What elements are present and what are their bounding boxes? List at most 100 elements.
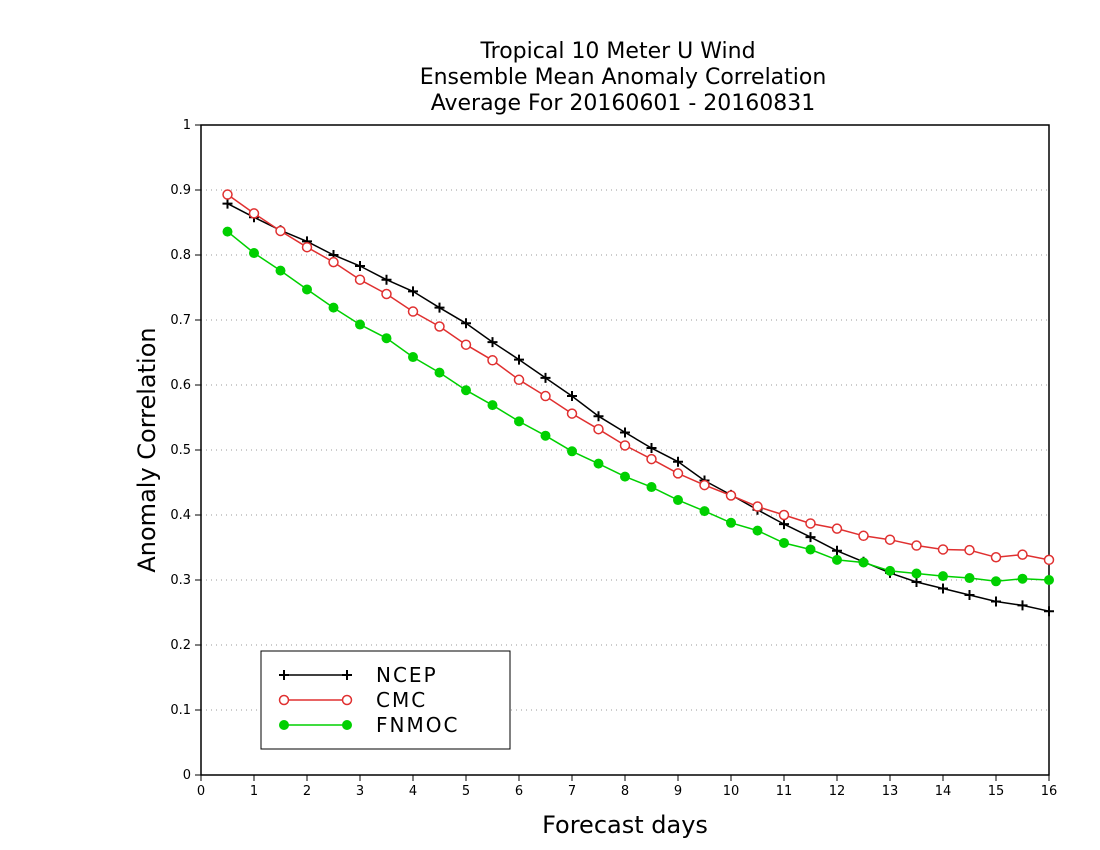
data-point-ncep xyxy=(620,427,630,438)
data-point-fnmoc xyxy=(434,367,445,378)
legend-entry-fnmoc: FNMOC xyxy=(279,713,459,737)
data-point-cmc xyxy=(884,534,896,545)
x-tick-label: 1 xyxy=(250,784,258,799)
legend-marker-cmc xyxy=(278,694,290,706)
data-point-cmc xyxy=(566,408,578,419)
data-point-fnmoc xyxy=(514,416,524,427)
data-point-cmc xyxy=(990,552,1002,563)
chart-title: Tropical 10 Meter U Wind Ensemble Mean A… xyxy=(420,39,827,116)
legend-label-cmc: CMC xyxy=(376,688,427,712)
data-point-fnmoc xyxy=(249,248,259,259)
data-point-fnmoc xyxy=(699,506,710,517)
data-point-cmc xyxy=(778,509,790,521)
y-tick-label: 0.1 xyxy=(170,703,191,718)
y-tick-label: 0.5 xyxy=(170,443,191,458)
data-point-cmc xyxy=(487,355,498,366)
data-point-fnmoc xyxy=(408,352,418,363)
data-point-fnmoc xyxy=(885,565,895,576)
y-axis-label: Anomaly Correlation xyxy=(133,327,161,572)
series-cmc xyxy=(222,189,1055,566)
data-point-fnmoc xyxy=(567,446,577,457)
data-point-ncep xyxy=(355,261,365,272)
data-point-cmc xyxy=(858,530,869,542)
x-tick-label: 4 xyxy=(409,784,417,799)
data-point-fnmoc xyxy=(991,576,1001,587)
x-tick-label: 11 xyxy=(776,784,793,799)
data-point-cmc xyxy=(301,241,313,253)
legend-marker-cmc xyxy=(341,694,353,706)
x-tick-label: 16 xyxy=(1041,784,1058,799)
title-line-1: Tropical 10 Meter U Wind xyxy=(479,39,755,64)
data-point-fnmoc xyxy=(964,573,975,584)
data-point-ncep xyxy=(938,583,948,594)
data-point-fnmoc xyxy=(858,557,869,568)
title-line-3: Average For 20160601 - 20160831 xyxy=(431,91,816,116)
data-point-ncep xyxy=(779,519,789,530)
series-fnmoc xyxy=(222,226,1054,587)
x-tick-label: 15 xyxy=(988,784,1005,799)
data-point-cmc xyxy=(222,189,233,200)
x-tick-label: 8 xyxy=(621,784,629,799)
x-axis-label: Forecast days xyxy=(542,811,708,839)
data-point-ncep xyxy=(434,302,445,313)
y-tick-label: 0.7 xyxy=(170,313,191,328)
x-tick-label: 0 xyxy=(197,784,205,799)
data-point-fnmoc xyxy=(302,284,312,295)
data-point-ncep xyxy=(832,545,842,556)
data-point-ncep xyxy=(1017,600,1028,611)
data-point-ncep xyxy=(673,456,683,467)
data-point-ncep xyxy=(381,274,392,285)
y-tick-label: 0.3 xyxy=(170,573,191,588)
data-point-fnmoc xyxy=(779,537,789,548)
data-point-fnmoc xyxy=(726,517,736,528)
x-tick-label: 3 xyxy=(356,784,364,799)
data-point-cmc xyxy=(911,540,922,551)
data-point-cmc xyxy=(646,453,657,465)
x-tick-label: 7 xyxy=(568,784,576,799)
data-point-ncep xyxy=(991,596,1001,607)
data-point-cmc xyxy=(540,390,551,402)
data-point-fnmoc xyxy=(911,568,922,579)
x-tick-label: 13 xyxy=(882,784,899,799)
data-point-fnmoc xyxy=(832,554,842,565)
x-tick-label: 10 xyxy=(723,784,740,799)
data-point-cmc xyxy=(593,423,604,435)
data-point-ncep xyxy=(964,589,975,600)
data-point-cmc xyxy=(275,225,286,237)
data-point-cmc xyxy=(937,544,949,555)
data-point-cmc xyxy=(1043,554,1055,566)
x-tick-label: 6 xyxy=(515,784,523,799)
data-point-cmc xyxy=(619,440,631,451)
data-point-fnmoc xyxy=(381,333,392,344)
data-point-ncep xyxy=(1044,606,1054,617)
axes: 00.10.20.30.40.50.60.70.80.910 1 2 3 4 5 6 7 8 9 1… xyxy=(170,118,1057,799)
x-tick-label: 14 xyxy=(935,784,952,799)
data-point-fnmoc xyxy=(805,544,816,555)
data-point-ncep xyxy=(408,286,418,297)
data-point-ncep xyxy=(222,198,233,209)
data-point-ncep xyxy=(805,532,816,543)
data-point-cmc xyxy=(1017,549,1028,560)
legend-marker-ncep xyxy=(279,670,289,680)
data-point-cmc xyxy=(752,501,763,512)
y-tick-label: 0.6 xyxy=(170,378,191,393)
series-line-cmc xyxy=(227,193,1050,561)
data-point-cmc xyxy=(407,306,419,317)
data-point-fnmoc xyxy=(938,571,948,582)
data-point-fnmoc xyxy=(328,302,339,313)
data-point-cmc xyxy=(831,523,843,534)
data-point-fnmoc xyxy=(275,265,286,276)
legend-marker-ncep xyxy=(342,670,352,680)
series-layer xyxy=(222,189,1055,617)
data-point-cmc xyxy=(672,468,684,479)
y-tick-label: 1 xyxy=(183,118,191,133)
legend-entry-cmc: CMC xyxy=(278,688,427,712)
legend-label-fnmoc: FNMOC xyxy=(376,713,459,737)
data-point-ncep xyxy=(461,318,471,329)
data-point-fnmoc xyxy=(593,458,604,469)
legend-marker-fnmoc xyxy=(279,720,289,730)
data-point-fnmoc xyxy=(1017,573,1028,584)
data-point-ncep xyxy=(540,372,551,383)
data-point-fnmoc xyxy=(540,430,551,441)
